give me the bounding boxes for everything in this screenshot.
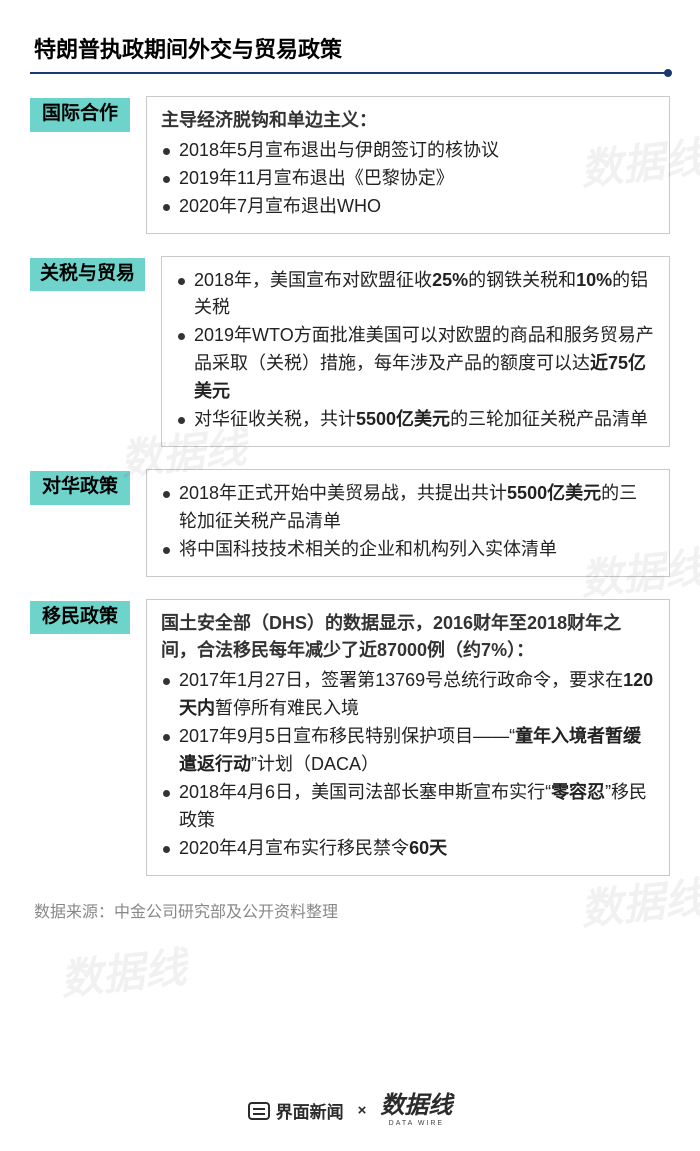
list-item: 2020年7月宣布退出WHO: [161, 193, 655, 221]
section-items: 2018年正式开始中美贸易战，共提出共计5500亿美元的三轮加征关税产品清单将中…: [161, 480, 655, 564]
section-tag: 移民政策: [30, 601, 130, 635]
brand-jiemian-label: 界面新闻: [276, 1098, 344, 1123]
section: 国际合作主导经济脱钩和单边主义：2018年5月宣布退出与伊朗签订的核协议2019…: [30, 96, 670, 234]
section-box: 2018年，美国宣布对欧盟征收25%的钢铁关税和10%的铝关税2019年WTO方…: [161, 256, 670, 447]
list-item: 2018年正式开始中美贸易战，共提出共计5500亿美元的三轮加征关税产品清单: [161, 480, 655, 536]
brand-jiemian: 界面新闻: [248, 1098, 344, 1123]
list-item: 2018年5月宣布退出与伊朗签订的核协议: [161, 137, 655, 165]
list-item: 对华征收关税，共计5500亿美元的三轮加征关税产品清单: [176, 406, 655, 434]
brand-datawire-label: 数据线: [380, 1094, 452, 1118]
section-heading: 主导经济脱钩和单边主义：: [161, 107, 655, 135]
section-items: 2017年1月27日，签署第13769号总统行政命令，要求在120天内暂停所有难…: [161, 667, 655, 862]
list-item: 2020年4月宣布实行移民禁令60天: [161, 835, 655, 863]
title-block: 特朗普执政期间外交与贸易政策: [30, 32, 670, 74]
news-icon: [248, 1102, 270, 1120]
section: 关税与贸易 2018年，美国宣布对欧盟征收25%的钢铁关税和10%的铝关税2019…: [30, 256, 670, 447]
brand-datawire-sub: DATA WIRE: [389, 1120, 444, 1127]
section: 对华政策 2018年正式开始中美贸易战，共提出共计5500亿美元的三轮加征关税产品…: [30, 469, 670, 577]
section: 移民政策国土安全部（DHS）的数据显示，2016财年至2018财年之间，合法移民…: [30, 599, 670, 876]
list-item: 2018年，美国宣布对欧盟征收25%的钢铁关税和10%的铝关税: [176, 267, 655, 323]
section-heading: 国土安全部（DHS）的数据显示，2016财年至2018财年之间，合法移民每年减少…: [161, 610, 655, 666]
title-rule: [30, 72, 670, 74]
brand-datawire: 数据线 DATA WIRE: [380, 1094, 452, 1127]
data-source: 数据来源：中金公司研究部及公开资料整理: [30, 898, 670, 922]
footer: 界面新闻 × 数据线 DATA WIRE: [0, 1094, 700, 1127]
page-title: 特朗普执政期间外交与贸易政策: [30, 32, 670, 70]
list-item: 2017年1月27日，签署第13769号总统行政命令，要求在120天内暂停所有难…: [161, 667, 655, 723]
section-box: 国土安全部（DHS）的数据显示，2016财年至2018财年之间，合法移民每年减少…: [146, 599, 670, 876]
watermark: 数据线: [57, 934, 189, 1008]
list-item: 将中国科技技术相关的企业和机构列入实体清单: [161, 536, 655, 564]
list-item: 2019年WTO方面批准美国可以对欧盟的商品和服务贸易产品采取（关税）措施，每年…: [176, 322, 655, 406]
section-box: 2018年正式开始中美贸易战，共提出共计5500亿美元的三轮加征关税产品清单将中…: [146, 469, 670, 577]
section-tag: 对华政策: [30, 471, 130, 505]
sections-container: 国际合作主导经济脱钩和单边主义：2018年5月宣布退出与伊朗签订的核协议2019…: [30, 96, 670, 876]
section-box: 主导经济脱钩和单边主义：2018年5月宣布退出与伊朗签订的核协议2019年11月…: [146, 96, 670, 234]
section-tag: 关税与贸易: [30, 258, 145, 292]
list-item: 2018年4月6日，美国司法部长塞申斯宣布实行“零容忍”移民政策: [161, 779, 655, 835]
section-items: 2018年，美国宣布对欧盟征收25%的钢铁关税和10%的铝关税2019年WTO方…: [176, 267, 655, 434]
section-tag: 国际合作: [30, 98, 130, 132]
page: 特朗普执政期间外交与贸易政策 国际合作主导经济脱钩和单边主义：2018年5月宣布…: [0, 0, 700, 922]
list-item: 2017年9月5日宣布移民特别保护项目——“童年入境者暂缓遣返行动”计划（DAC…: [161, 723, 655, 779]
list-item: 2019年11月宣布退出《巴黎协定》: [161, 165, 655, 193]
separator-x: ×: [358, 1102, 367, 1119]
section-items: 2018年5月宣布退出与伊朗签订的核协议2019年11月宣布退出《巴黎协定》20…: [161, 137, 655, 221]
